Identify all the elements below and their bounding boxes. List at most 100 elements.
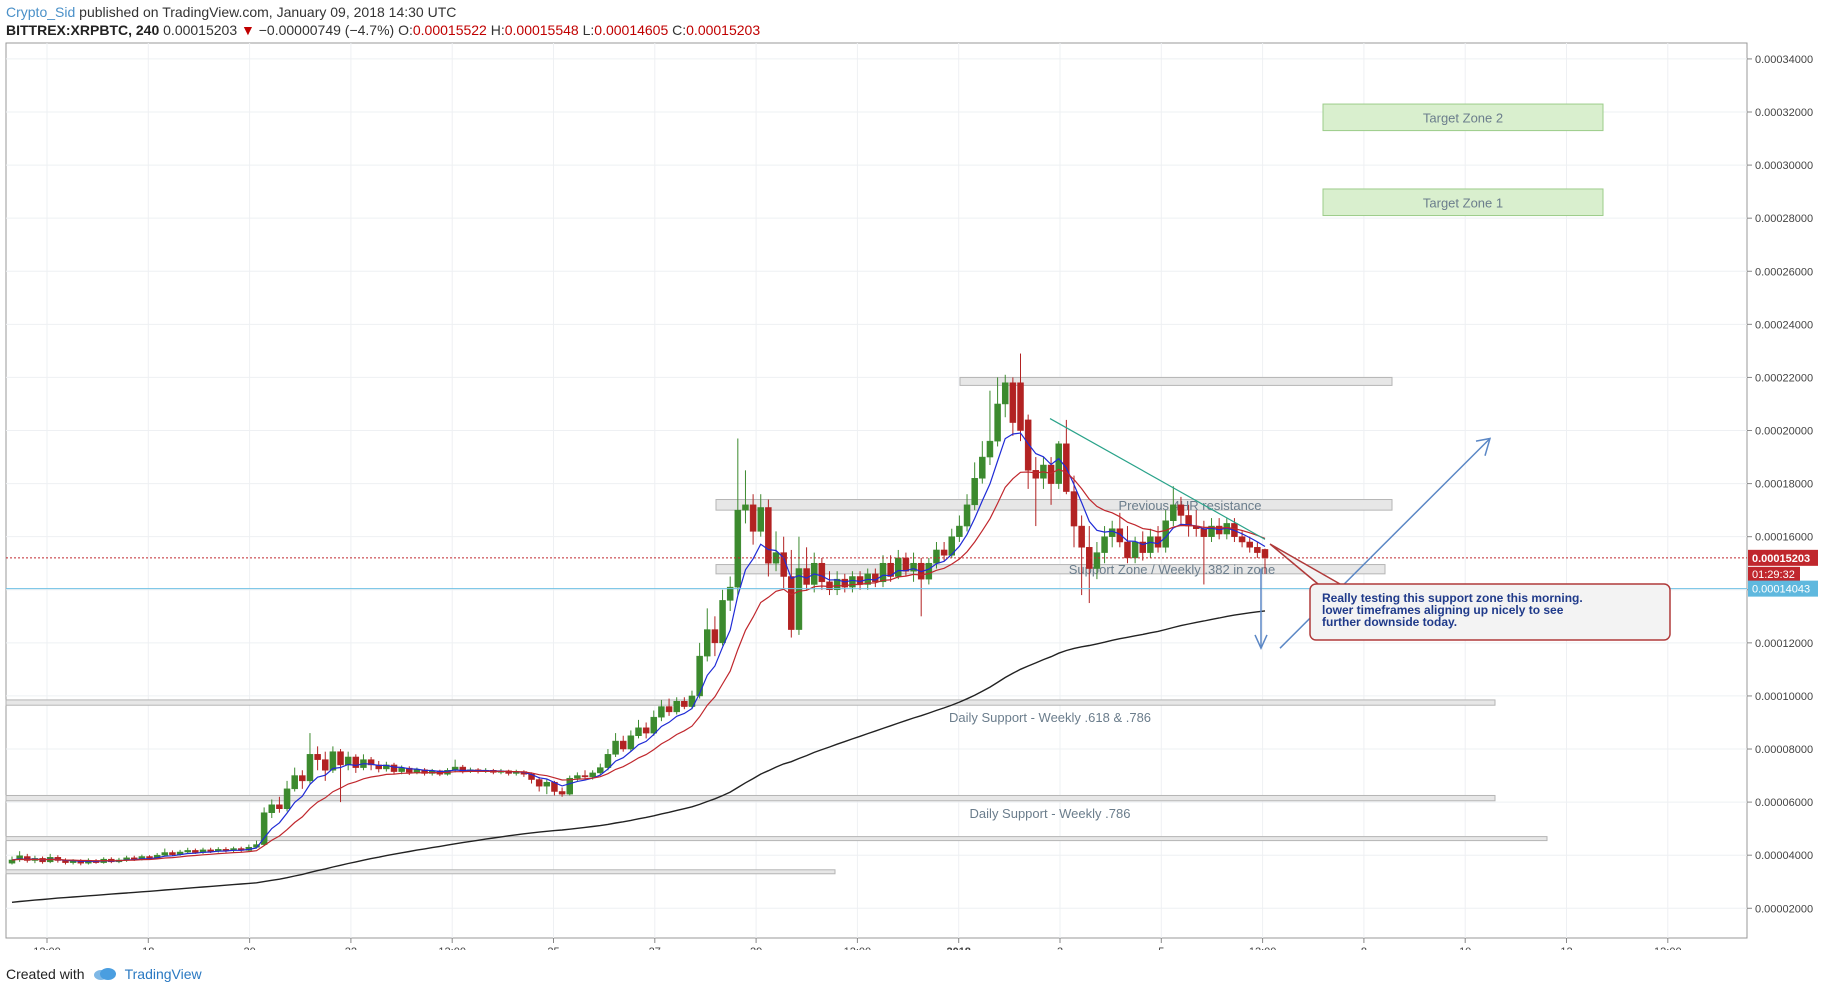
x-tick-label: 12:00	[33, 946, 61, 950]
x-tick-label: 12	[1560, 946, 1572, 950]
candle-body	[1070, 491, 1078, 527]
candle-body	[406, 767, 413, 773]
x-tick-label: 12:00	[844, 946, 872, 950]
header-line-2: BITTREX:XRPBTC, 240 0.00015203 ▼ −0.0000…	[6, 22, 760, 38]
target-zone-box	[1322, 103, 1604, 132]
price-change: −0.00000749 (−4.7%)	[258, 22, 395, 38]
candle-body	[726, 586, 734, 601]
plot-frame	[5, 42, 1748, 939]
candle-body	[574, 775, 581, 779]
close-label: C:	[672, 22, 687, 38]
target-zone-label: Target Zone 2	[1423, 110, 1503, 125]
candle-body	[940, 549, 948, 556]
candle-body	[1131, 541, 1139, 559]
callout-pointer	[1269, 543, 1341, 585]
candle-body	[749, 504, 757, 532]
callout-box	[1309, 583, 1671, 641]
callout-text-line: lower timeframes aligning up nicely to s…	[1322, 603, 1564, 617]
candle-body	[161, 852, 169, 856]
candle-body	[1001, 382, 1009, 405]
candle-body	[788, 576, 795, 630]
high-label: H:	[490, 22, 505, 38]
candle-body	[872, 573, 879, 583]
band-label: Daily Support - Weekly .786	[970, 806, 1131, 821]
candle-body	[390, 764, 398, 772]
candle-body	[757, 507, 764, 532]
candle-body	[627, 735, 635, 750]
candle-body	[413, 769, 421, 773]
tradingview-link[interactable]: TradingView	[124, 966, 202, 982]
countdown-badge-label: 01:29:32	[1752, 569, 1795, 581]
candle-body	[1055, 443, 1062, 484]
candle-body	[1170, 504, 1177, 522]
candle-body	[956, 525, 963, 537]
support-resistance-band	[959, 376, 1393, 386]
y-tick-label: 0.00002000	[1755, 903, 1813, 915]
support-resistance-band	[715, 499, 1393, 511]
x-tick-label: 10	[1459, 946, 1471, 950]
y-tick-label: 0.00024000	[1755, 319, 1813, 331]
candle-body	[1139, 541, 1147, 553]
candle-body	[184, 850, 191, 853]
candle-body	[558, 791, 566, 795]
candle-body	[1246, 541, 1253, 548]
y-tick-label: 0.00018000	[1755, 479, 1813, 491]
candle-body	[887, 562, 894, 577]
last-price-badge	[1748, 549, 1818, 566]
candle-body	[314, 754, 321, 760]
down-arrow-head-icon	[1254, 634, 1268, 650]
y-tick-label: 0.00020000	[1755, 426, 1813, 438]
candle-body	[589, 772, 596, 778]
y-tick-label: 0.00032000	[1755, 107, 1813, 119]
candle-body	[1093, 552, 1101, 569]
candle-body	[322, 759, 329, 771]
candle-body	[169, 852, 176, 855]
candle-body	[910, 562, 917, 572]
published-text: published on TradingView.com, January 09…	[79, 4, 457, 20]
x-tick-label: 8	[1361, 946, 1367, 950]
candle-body	[650, 716, 658, 734]
author-name[interactable]: Crypto_Sid	[6, 4, 76, 20]
candle-body	[581, 775, 589, 778]
candle-body	[1261, 549, 1269, 559]
x-tick-label: 18	[142, 946, 154, 950]
support-price-badge	[1748, 580, 1818, 597]
candle-body	[1017, 382, 1024, 431]
y-tick-label: 0.00010000	[1755, 691, 1813, 703]
candle-body	[696, 655, 703, 697]
support-resistance-band	[715, 564, 1386, 575]
candle-body	[1147, 536, 1154, 553]
candle-body	[948, 536, 955, 556]
candle-body	[765, 507, 772, 564]
candle-body	[352, 756, 360, 768]
candle-body	[535, 779, 543, 787]
candle-body	[1208, 525, 1215, 537]
x-tick-label: 5	[1158, 946, 1164, 950]
candle-body	[337, 751, 344, 766]
y-tick-label: 0.00004000	[1755, 850, 1813, 862]
support-resistance-band	[5, 836, 1548, 842]
candle-body	[681, 700, 688, 707]
support-resistance-band	[5, 794, 1496, 802]
candle-body	[367, 759, 375, 766]
candle-body	[879, 562, 887, 583]
candle-body	[665, 706, 673, 713]
candle-body	[1177, 504, 1185, 516]
candle-body	[971, 478, 978, 506]
candle-body	[833, 578, 841, 591]
support-resistance-band	[5, 869, 836, 875]
candle-body	[994, 403, 1001, 442]
x-tick-label: 27	[649, 946, 661, 950]
band-label: Support Zone / Weekly .382 in zone	[1069, 562, 1275, 577]
price-chart[interactable]: 0.00002000 0.00004000 0.00006000 0.00008000…	[0, 0, 1824, 950]
candle-body	[925, 562, 933, 580]
close-value: 0.00015203	[686, 22, 761, 38]
candle-body	[8, 859, 16, 864]
down-triangle-icon: ▼	[241, 22, 255, 38]
candle-body	[1108, 528, 1116, 537]
support-price-badge-label: 0.00014043	[1752, 584, 1810, 596]
candle-body	[1047, 464, 1055, 484]
callout-text-line: further downside today.	[1322, 615, 1457, 629]
x-tick-label: 2018	[946, 946, 970, 950]
candle-body	[299, 775, 306, 782]
